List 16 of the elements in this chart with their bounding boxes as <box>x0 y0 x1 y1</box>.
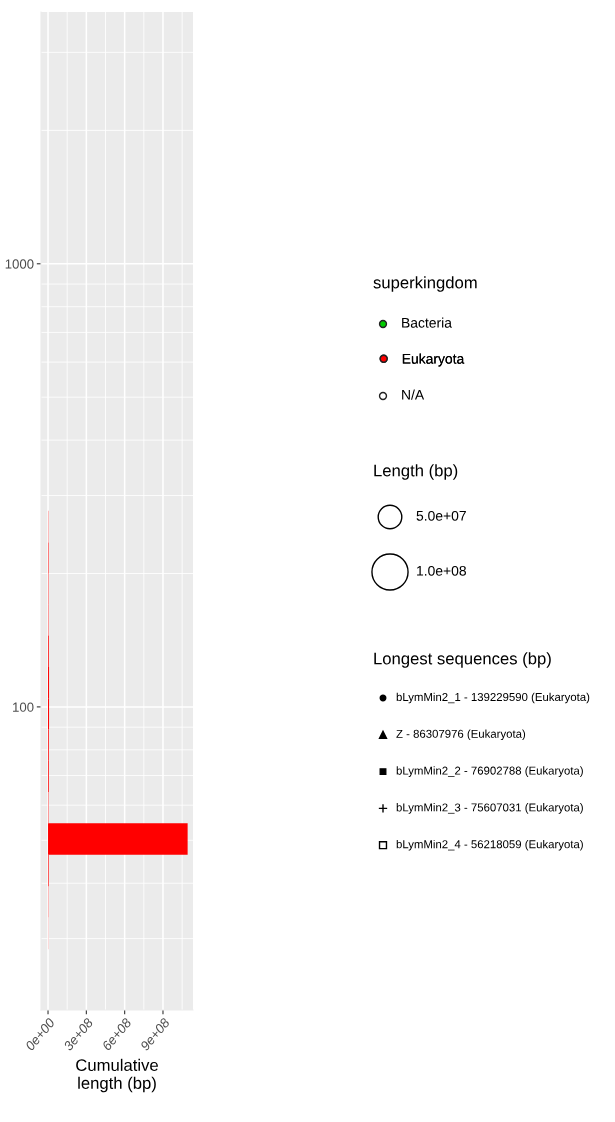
text: Length (bp) <box>374 464 458 480</box>
text: Z - 86307976 (Eukaryota) <box>396 729 526 741</box>
text: bLymMin2_1 - 139229590 (Eukaryota) <box>396 692 590 704</box>
x-axis-title: Cumulative length (bp) <box>76 1058 158 1093</box>
y-tick-label: 1000 <box>5 259 34 269</box>
text: 1.0e+08 <box>417 565 466 576</box>
text: bLymMin2_4 - 56218059 (Eukaryota) <box>396 839 583 851</box>
text: N/A <box>402 389 425 400</box>
text: bLymMin2_2 - 76902788 (Eukaryota) <box>396 766 583 777</box>
legend-label: Eukaryota <box>402 353 465 367</box>
text: 5.0e+07 <box>416 510 466 521</box>
text: Longest sequences (bp) <box>374 652 551 668</box>
text: bLymMin2_3 - 75607031 (Eukaryota) <box>396 803 583 814</box>
y-tick-label: 100 <box>13 702 34 712</box>
text: Bacteria <box>402 317 452 328</box>
legend-title: superkingdom <box>373 276 477 292</box>
